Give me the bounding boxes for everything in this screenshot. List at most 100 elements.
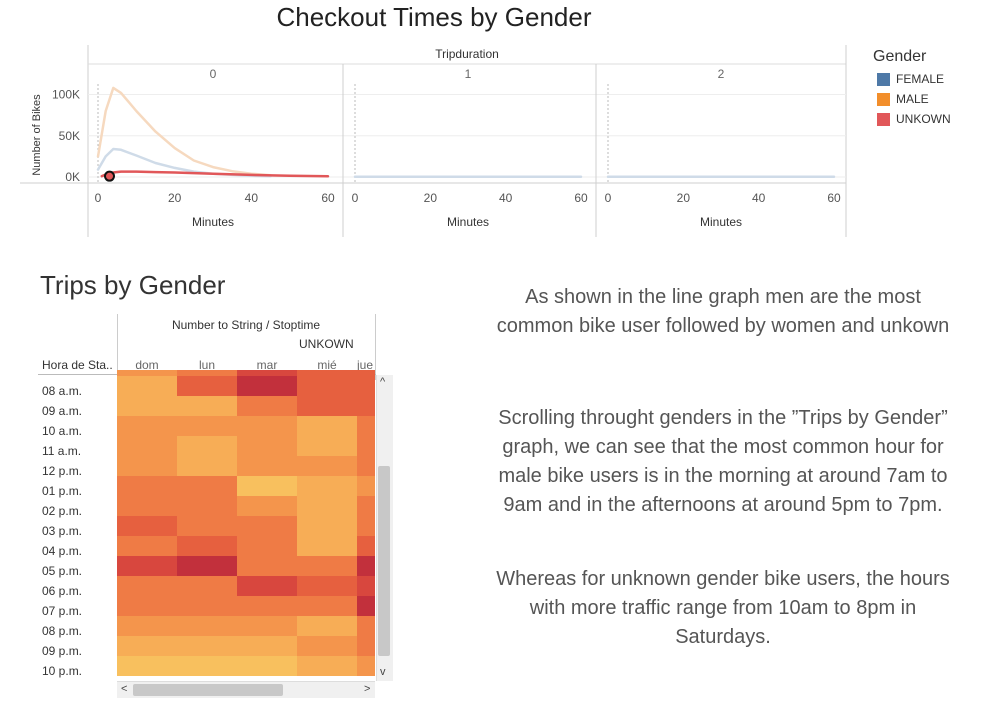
heatmap-cell[interactable]: [297, 396, 357, 416]
heatmap-cell[interactable]: [237, 576, 297, 596]
heatmap-cell[interactable]: [237, 476, 297, 496]
heatmap-cell[interactable]: [357, 616, 375, 636]
heatmap-row-label: 10 p.m.: [42, 664, 83, 678]
heatmap-cell[interactable]: [177, 476, 237, 496]
heatmap-cell[interactable]: [117, 536, 177, 556]
heatmap-cell[interactable]: [177, 376, 237, 396]
heatmap-cell[interactable]: [237, 556, 297, 576]
heatmap-cell[interactable]: [177, 596, 237, 616]
legend-item-male[interactable]: MALE: [877, 92, 929, 106]
heatmap-cell[interactable]: [117, 376, 177, 396]
heatmap-cell[interactable]: [117, 436, 177, 456]
heatmap-cell[interactable]: [117, 576, 177, 596]
heatmap-cell[interactable]: [357, 370, 375, 376]
heatmap-cell[interactable]: [297, 496, 357, 516]
heatmap-row-label: 01 p.m.: [42, 484, 83, 498]
heatmap-cell[interactable]: [297, 516, 357, 536]
heatmap-cell[interactable]: [177, 636, 237, 656]
heatmap-cell[interactable]: [357, 536, 375, 556]
heatmap-cell[interactable]: [297, 536, 357, 556]
heatmap-cell[interactable]: [237, 496, 297, 516]
x-tick-label: 20: [677, 191, 691, 205]
heatmap-caption: Number to String / Stoptime: [171, 318, 321, 332]
heatmap-cell[interactable]: [177, 416, 237, 436]
heatmap-cell[interactable]: [117, 616, 177, 636]
heatmap-cell[interactable]: [117, 636, 177, 656]
heatmap-cell[interactable]: [117, 370, 177, 376]
x-tick-label: 0: [605, 191, 612, 205]
heatmap-cell[interactable]: [237, 396, 297, 416]
heatmap-cell[interactable]: [177, 536, 237, 556]
heatmap-cell[interactable]: [357, 576, 375, 596]
heatmap-cell[interactable]: [357, 376, 375, 396]
heatmap-cell[interactable]: [177, 516, 237, 536]
legend-swatch-female: [877, 72, 890, 86]
heatmap-cell[interactable]: [357, 636, 375, 656]
heatmap-cell[interactable]: [357, 396, 375, 416]
legend-item-female[interactable]: FEMALE: [877, 72, 944, 86]
scroll-up-icon[interactable]: ^: [380, 376, 386, 388]
heatmap-cell[interactable]: [117, 456, 177, 476]
scroll-down-icon[interactable]: v: [380, 666, 386, 678]
heatmap-cell[interactable]: [237, 656, 297, 676]
heatmap-cell[interactable]: [297, 376, 357, 396]
heatmap-cell[interactable]: [297, 436, 357, 456]
heatmap-cell[interactable]: [237, 436, 297, 456]
heatmap-cell[interactable]: [177, 616, 237, 636]
series-line-male: [96, 86, 272, 177]
heatmap-cell[interactable]: [357, 516, 375, 536]
heatmap-cell[interactable]: [117, 496, 177, 516]
heatmap-cell[interactable]: [177, 656, 237, 676]
heatmap-row-header: Hora de Sta..: [42, 358, 113, 372]
heatmap-cell[interactable]: [297, 656, 357, 676]
heatmap-cell[interactable]: [117, 556, 177, 576]
heatmap-cell[interactable]: [237, 596, 297, 616]
heatmap-cell[interactable]: [237, 516, 297, 536]
heatmap-cell[interactable]: [117, 476, 177, 496]
heatmap-cell[interactable]: [117, 656, 177, 676]
heatmap-cell[interactable]: [177, 436, 237, 456]
heatmap-cell[interactable]: [297, 370, 357, 376]
heatmap-cell[interactable]: [357, 476, 375, 496]
heatmap-cell[interactable]: [297, 596, 357, 616]
heatmap-cell[interactable]: [297, 456, 357, 476]
scroll-right-icon[interactable]: >: [364, 683, 371, 695]
heatmap-cell[interactable]: [237, 616, 297, 636]
heatmap-cell[interactable]: [357, 556, 375, 576]
heatmap-cell[interactable]: [297, 476, 357, 496]
x-tick-label: 40: [499, 191, 513, 205]
legend-item-unkown[interactable]: UNKOWN: [877, 112, 951, 126]
heatmap-cell[interactable]: [357, 656, 375, 676]
heatmap-cell[interactable]: [357, 416, 375, 436]
heatmap-cell[interactable]: [297, 616, 357, 636]
heatmap-cell[interactable]: [237, 376, 297, 396]
heatmap-cell[interactable]: [357, 496, 375, 516]
horizontal-scroll-thumb[interactable]: [133, 684, 283, 696]
heatmap-cell[interactable]: [117, 396, 177, 416]
heatmap-cell[interactable]: [237, 636, 297, 656]
x-tick-label: 40: [752, 191, 766, 205]
heatmap-cell[interactable]: [237, 370, 297, 376]
heatmap-cell[interactable]: [357, 456, 375, 476]
heatmap-cell[interactable]: [177, 496, 237, 516]
heatmap-cell[interactable]: [177, 370, 237, 376]
heatmap-cell[interactable]: [297, 416, 357, 436]
heatmap-cell[interactable]: [297, 556, 357, 576]
heatmap-row-label: 02 p.m.: [42, 504, 83, 518]
heatmap-cell[interactable]: [297, 576, 357, 596]
scroll-left-icon[interactable]: <: [121, 683, 128, 695]
heatmap-cell[interactable]: [177, 456, 237, 476]
heatmap-cell[interactable]: [237, 456, 297, 476]
heatmap-cell[interactable]: [237, 416, 297, 436]
heatmap-cell[interactable]: [177, 556, 237, 576]
vertical-scroll-thumb[interactable]: [378, 466, 390, 656]
heatmap-cell[interactable]: [117, 596, 177, 616]
heatmap-cell[interactable]: [177, 576, 237, 596]
heatmap-cell[interactable]: [177, 396, 237, 416]
heatmap-cell[interactable]: [117, 416, 177, 436]
heatmap-cell[interactable]: [117, 516, 177, 536]
heatmap-cell[interactable]: [357, 596, 375, 616]
heatmap-cell[interactable]: [357, 436, 375, 456]
heatmap-cell[interactable]: [237, 536, 297, 556]
heatmap-cell[interactable]: [297, 636, 357, 656]
